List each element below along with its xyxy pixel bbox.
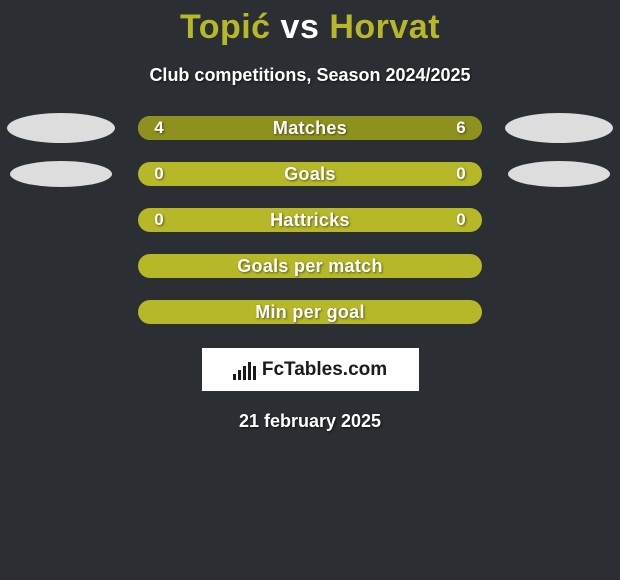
team-badge-right — [504, 203, 614, 237]
team-badge-right — [504, 111, 614, 145]
title-vs: vs — [281, 8, 320, 46]
team-badge-left — [6, 203, 116, 237]
team-badge-placeholder-icon — [7, 113, 115, 143]
stat-value-left: 0 — [142, 208, 176, 232]
watermark: FcTables.com — [202, 348, 419, 391]
stat-value-right: 6 — [444, 116, 478, 140]
stat-row: Hattricks0 0 — [0, 208, 620, 232]
stat-bar: Goals0 0 — [138, 162, 482, 186]
team-badge-left — [6, 249, 116, 283]
team-badge-left — [6, 295, 116, 329]
team-badge-right — [504, 249, 614, 283]
stat-value-left: 4 — [142, 116, 176, 140]
stat-label: Goals per match — [138, 254, 482, 278]
stat-value-right: 0 — [444, 162, 478, 186]
stat-bar: Goals per match — [138, 254, 482, 278]
stat-row: Goals per match — [0, 254, 620, 278]
logo-bar-segment — [243, 366, 246, 380]
team-badge-left — [6, 111, 116, 145]
stat-rows: Matches46Goals00Hattricks00Goals per mat… — [0, 116, 620, 324]
team-badge-placeholder-icon — [505, 113, 613, 143]
stat-row: Min per goal — [0, 300, 620, 324]
stat-value-right: 0 — [444, 208, 478, 232]
stat-bar: Matches4 6 — [138, 116, 482, 140]
logo-bar-segment — [248, 362, 251, 380]
team-badge-left — [6, 157, 116, 191]
logo-bar-segment — [238, 370, 241, 380]
team-badge-right — [504, 295, 614, 329]
page-title: Topić vs Horvat — [180, 8, 440, 47]
stat-label: Min per goal — [138, 300, 482, 324]
team-badge-placeholder-icon — [10, 161, 112, 187]
watermark-logo-icon — [233, 360, 256, 380]
stat-row: Goals0 0 — [0, 162, 620, 186]
logo-bar-segment — [233, 374, 236, 380]
stat-label: Goals — [138, 162, 482, 186]
subtitle: Club competitions, Season 2024/2025 — [149, 65, 470, 86]
watermark-text: FcTables.com — [262, 359, 387, 381]
title-player-2: Horvat — [329, 8, 440, 46]
stat-bar: Hattricks0 0 — [138, 208, 482, 232]
team-badge-right — [504, 157, 614, 191]
stat-bar: Min per goal — [138, 300, 482, 324]
stat-label: Hattricks — [138, 208, 482, 232]
team-badge-placeholder-icon — [508, 161, 610, 187]
stat-row: Matches4 6 — [0, 116, 620, 140]
title-player-1: Topić — [180, 8, 271, 46]
logo-bar-segment — [253, 366, 256, 380]
stat-value-left: 0 — [142, 162, 176, 186]
stat-label: Matches — [138, 116, 482, 140]
date-text: 21 february 2025 — [239, 411, 381, 432]
